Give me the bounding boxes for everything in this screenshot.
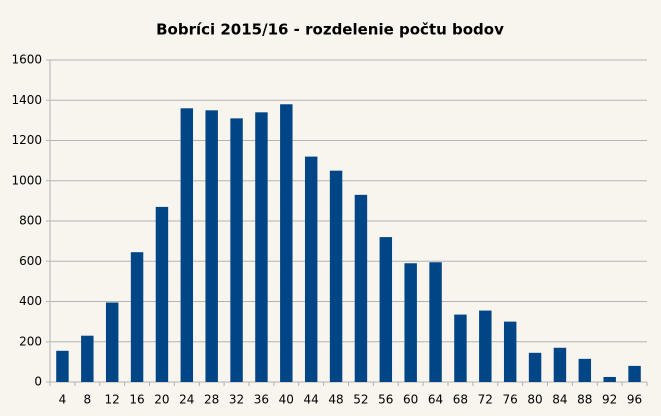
x-tick-label: 92 <box>602 393 617 407</box>
x-tick-label: 64 <box>428 393 443 407</box>
y-tick-label: 1600 <box>11 53 42 67</box>
bar <box>379 237 393 382</box>
x-tick-label: 48 <box>328 393 343 407</box>
bar <box>56 350 69 382</box>
bar <box>628 365 641 382</box>
x-tick-label: 60 <box>403 393 418 407</box>
x-tick-label: 24 <box>179 393 194 407</box>
bar <box>205 110 218 382</box>
y-tick-label: 600 <box>19 254 42 268</box>
x-tick-label: 36 <box>254 393 269 407</box>
x-tick-label: 44 <box>304 393 319 407</box>
x-tick-label: 28 <box>204 393 219 407</box>
bar <box>404 263 417 382</box>
x-tick-label: 56 <box>378 393 393 407</box>
y-tick-label: 800 <box>19 214 42 228</box>
bar <box>155 206 169 382</box>
x-tick-label: 32 <box>229 393 244 407</box>
bar <box>230 118 243 383</box>
y-tick-label: 1200 <box>11 133 42 147</box>
bar <box>255 112 268 382</box>
x-tick-label: 4 <box>59 393 67 407</box>
y-tick-label: 1400 <box>11 93 42 107</box>
bar <box>603 376 616 382</box>
x-tick-label: 8 <box>83 393 91 407</box>
x-tick-label: 20 <box>154 393 169 407</box>
bar <box>130 252 144 382</box>
bar <box>528 352 542 382</box>
y-tick-label: 400 <box>19 294 42 308</box>
x-tick-label: 88 <box>577 393 592 407</box>
x-tick-label: 40 <box>279 393 294 407</box>
bar <box>180 108 194 383</box>
x-tick-label: 16 <box>129 393 144 407</box>
bar <box>280 104 293 383</box>
y-tick-label: 0 <box>34 375 42 389</box>
bar <box>329 170 343 382</box>
y-tick-label: 1000 <box>11 173 42 187</box>
bar <box>479 310 492 382</box>
bar <box>304 156 318 382</box>
y-tick-label: 200 <box>19 334 42 348</box>
bar <box>105 302 119 382</box>
bar <box>503 321 517 382</box>
x-tick-label: 72 <box>478 393 493 407</box>
bar <box>354 194 368 382</box>
x-tick-label: 96 <box>627 393 642 407</box>
x-tick-label: 84 <box>552 393 567 407</box>
bar <box>429 262 442 382</box>
x-tick-label: 80 <box>527 393 542 407</box>
x-tick-label: 12 <box>105 393 120 407</box>
bar <box>81 335 94 382</box>
chart-title: Bobríci 2015/16 - rozdelenie počtu bodov <box>156 21 504 39</box>
x-tick-label: 76 <box>503 393 518 407</box>
bar <box>578 358 592 382</box>
bar <box>454 314 467 382</box>
x-tick-label: 52 <box>353 393 368 407</box>
x-tick-label: 68 <box>453 393 468 407</box>
bar <box>553 347 567 382</box>
